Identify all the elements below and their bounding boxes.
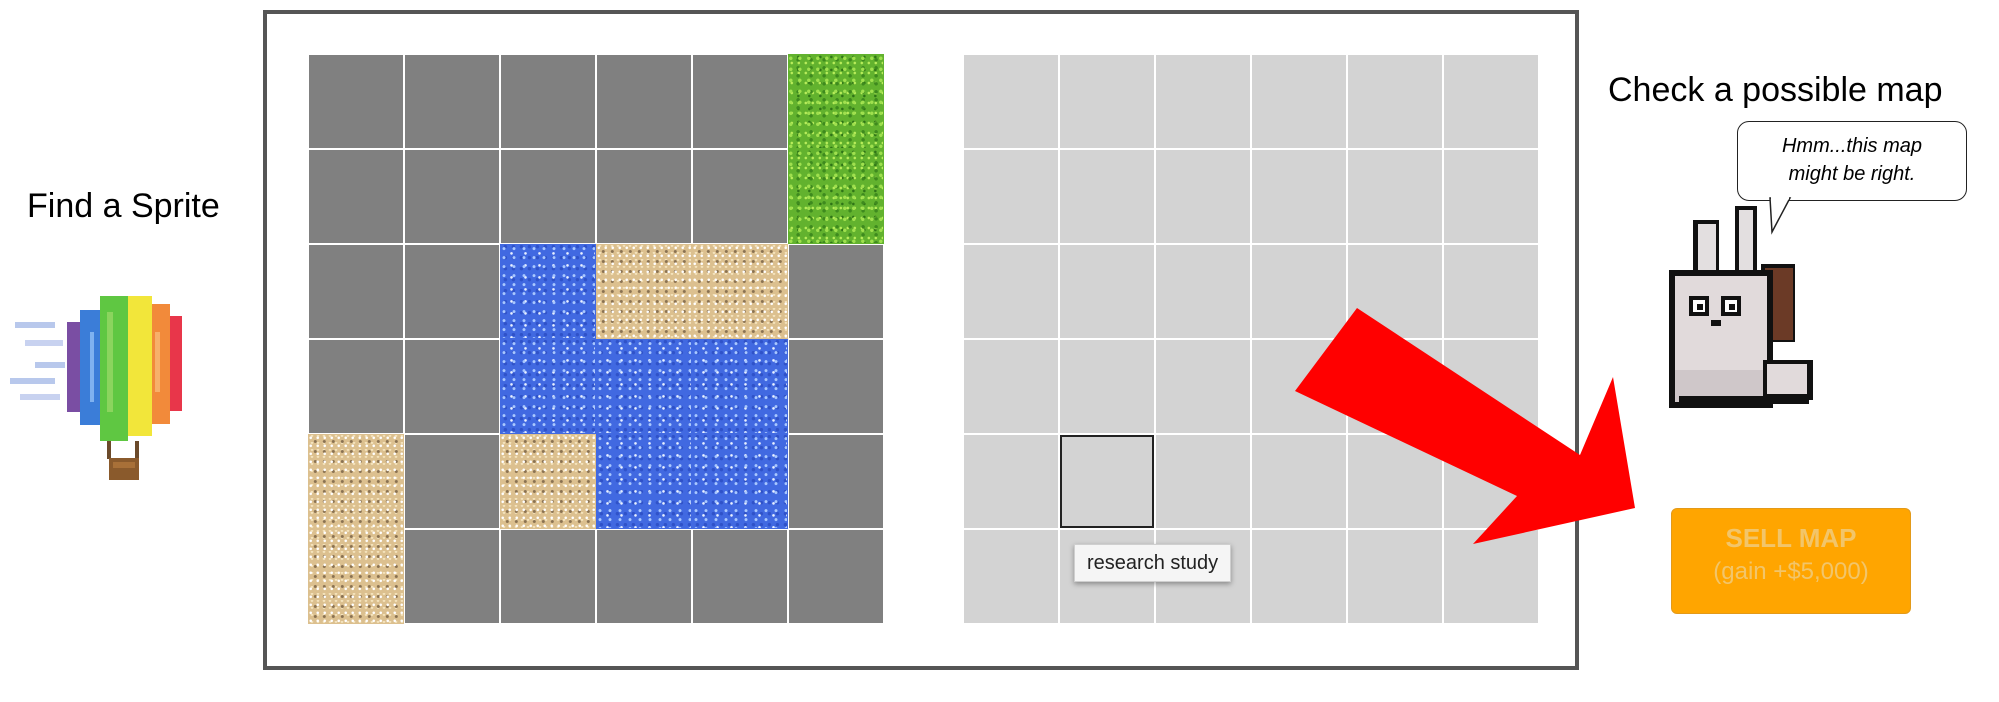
guess-map-cell[interactable] — [963, 339, 1059, 434]
explored-map-cell-unknown — [596, 529, 692, 624]
guess-map-cell[interactable] — [1251, 529, 1347, 624]
guess-map-cell[interactable] — [963, 54, 1059, 149]
guess-map-cell[interactable] — [1155, 339, 1251, 434]
explored-map-cell-water — [596, 434, 692, 529]
research-study-tooltip: research study — [1074, 544, 1232, 582]
explored-map-cell-unknown — [788, 339, 884, 434]
guess-map-cell[interactable] — [1347, 149, 1443, 244]
guess-map-cell[interactable] — [1155, 54, 1251, 149]
explored-map-cell-unknown — [788, 529, 884, 624]
guess-map-cell[interactable] — [1155, 244, 1251, 339]
guess-map-cell[interactable] — [1443, 244, 1539, 339]
explored-map-cell-water — [692, 434, 788, 529]
hot-air-balloon-icon — [10, 296, 182, 480]
explored-map-cell-unknown — [788, 244, 884, 339]
explored-map-cell-water — [500, 339, 596, 434]
explored-map-cell-unknown — [308, 149, 404, 244]
explored-map-cell-sand — [500, 434, 596, 529]
red-arrow-icon — [1295, 308, 1635, 544]
rabbit-character-icon — [1669, 206, 1813, 408]
explored-map-cell-unknown — [404, 54, 500, 149]
speech-bubble-tail — [1769, 196, 1792, 235]
sell-map-button[interactable]: SELL MAP (gain +$5,000) — [1671, 508, 1911, 614]
guess-map-cell[interactable] — [1347, 54, 1443, 149]
guess-map-cell[interactable] — [1347, 529, 1443, 624]
explored-map-cell-unknown — [692, 529, 788, 624]
explored-map-cell-sand — [692, 244, 788, 339]
guess-map-cell[interactable] — [1443, 529, 1539, 624]
speech-bubble-line-2: might be right. — [1788, 163, 1916, 185]
explored-map-cell-unknown — [308, 244, 404, 339]
explored-map-cell-grass — [788, 54, 884, 149]
find-sprite-heading: Find a Sprite — [27, 187, 220, 225]
sell-map-button-sublabel: (gain +$5,000) — [1713, 558, 1869, 585]
guess-map-cell[interactable] — [963, 434, 1059, 529]
explored-map-cell-sand — [308, 434, 404, 529]
guess-map-cell[interactable] — [1251, 244, 1347, 339]
guess-map-cell[interactable] — [1155, 149, 1251, 244]
guess-map-cell[interactable] — [1443, 149, 1539, 244]
guess-map-cell[interactable] — [1059, 149, 1155, 244]
explored-map-cell-unknown — [596, 149, 692, 244]
speech-bubble: Hmm...this map might be right. — [1737, 121, 1967, 201]
guess-map-cell[interactable] — [1251, 434, 1347, 529]
red-arrow-shape — [1295, 308, 1635, 544]
guess-map-cell[interactable] — [963, 244, 1059, 339]
explored-map-cell-sand — [596, 244, 692, 339]
speech-bubble-line-1: Hmm...this map — [1781, 135, 1923, 157]
guess-map-cell[interactable] — [1059, 434, 1155, 529]
explored-map-cell-unknown — [596, 54, 692, 149]
guess-map-cell[interactable] — [1251, 149, 1347, 244]
explored-map-cell-water — [596, 339, 692, 434]
explored-map-cell-water — [500, 244, 596, 339]
guess-map-cell[interactable] — [963, 149, 1059, 244]
check-map-heading: Check a possible map — [1608, 71, 1943, 109]
guess-map-cell[interactable] — [1251, 54, 1347, 149]
explored-map-cell-unknown — [692, 54, 788, 149]
guess-map-cell[interactable] — [1155, 434, 1251, 529]
explored-map-cell-unknown — [308, 54, 404, 149]
explored-map-cell-unknown — [500, 529, 596, 624]
guess-map-cell[interactable] — [1059, 54, 1155, 149]
explored-map-cell-sand — [308, 529, 404, 624]
explored-map-cell-grass — [788, 149, 884, 244]
explored-map-cell-water — [692, 339, 788, 434]
guess-map-cell[interactable] — [1059, 339, 1155, 434]
explored-map-cell-unknown — [692, 149, 788, 244]
guess-map-cell[interactable] — [1347, 434, 1443, 529]
guess-map-cell[interactable] — [963, 529, 1059, 624]
explored-map-cell-unknown — [404, 529, 500, 624]
explored-map-cell-unknown — [404, 244, 500, 339]
explored-map-cell-unknown — [308, 339, 404, 434]
explored-map-cell-unknown — [404, 149, 500, 244]
guess-map-cell[interactable] — [1443, 54, 1539, 149]
guess-map-cell[interactable] — [1059, 244, 1155, 339]
explored-map-cell-unknown — [404, 339, 500, 434]
sell-map-button-label: SELL MAP — [1725, 523, 1857, 553]
explored-map-cell-unknown — [404, 434, 500, 529]
explored-map-cell-unknown — [500, 54, 596, 149]
explored-map-cell-unknown — [500, 149, 596, 244]
explored-map-grid — [308, 54, 884, 624]
explored-map-cell-unknown — [788, 434, 884, 529]
